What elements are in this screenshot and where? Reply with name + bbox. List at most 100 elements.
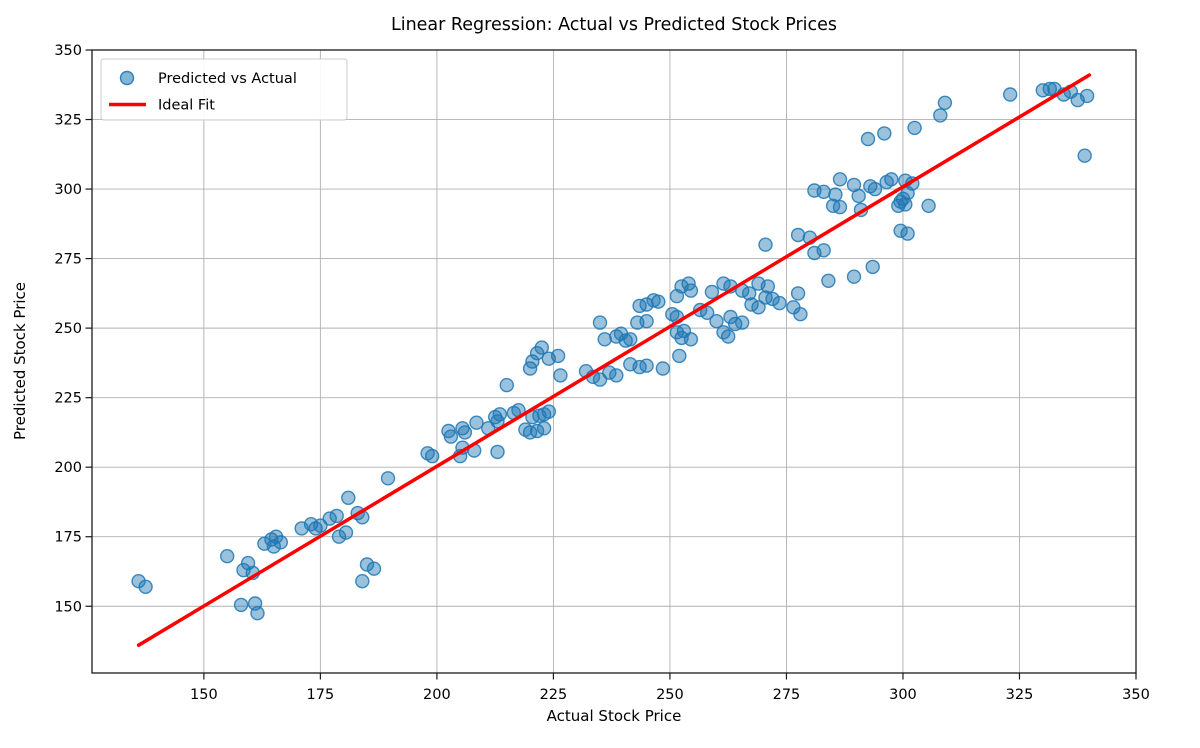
scatter-point: [541, 404, 556, 419]
scatter-point: [758, 237, 773, 252]
scatter-point: [469, 415, 484, 430]
x-tick-label: 150: [190, 687, 218, 703]
scatter-point: [443, 429, 459, 444]
scatter-point: [329, 508, 344, 524]
scatter-point: [816, 243, 831, 258]
x-axis-label: Actual Stock Price: [547, 707, 682, 725]
scatter-point: [683, 332, 699, 347]
scatter-point: [846, 269, 862, 284]
scatter-point: [860, 131, 876, 147]
y-tick-label: 250: [54, 321, 82, 337]
scatter-point: [867, 181, 883, 197]
scatter-point: [832, 199, 848, 215]
scatter-point: [651, 294, 666, 309]
scatter-point: [250, 606, 265, 621]
scatter-point: [900, 226, 915, 241]
scatter-point: [380, 471, 396, 486]
ideal-fit-line-layer: [136, 73, 1092, 647]
y-tick-label: 300: [54, 182, 82, 198]
scatter-point: [355, 574, 370, 589]
scatter-point: [525, 354, 540, 369]
legend: Predicted vs Actual Ideal Fit: [100, 58, 348, 121]
scatter-point: [1003, 87, 1018, 102]
plot-border: [91, 49, 1137, 674]
scatter-point: [219, 549, 235, 564]
scatter-point: [597, 332, 612, 347]
scatter-point: [793, 307, 808, 322]
y-tick-label: 200: [54, 460, 82, 476]
scatter-point: [669, 288, 685, 304]
scatter-point: [723, 309, 738, 325]
scatter-point: [816, 184, 831, 200]
scatter-point: [1077, 148, 1092, 163]
scatter-point: [455, 421, 470, 436]
scatter-point: [772, 295, 787, 311]
x-tick-label: 325: [1006, 687, 1034, 703]
scatter-point: [683, 283, 699, 298]
scatter-point: [937, 95, 953, 111]
scatter-point: [639, 358, 654, 373]
x-tick-label: 275: [773, 687, 801, 703]
tick-layer: 150 175 200 225 250 275 300 325 350 150 175 200 225 2…: [54, 43, 1150, 703]
scatter-point: [492, 407, 507, 422]
scatter-point: [672, 348, 687, 364]
y-tick-label: 150: [54, 599, 82, 615]
x-tick-label: 200: [423, 687, 451, 703]
scatter-point: [553, 368, 568, 383]
x-tick-label: 175: [307, 687, 335, 703]
ideal-fit-line: [136, 73, 1092, 647]
scatter-point: [273, 535, 288, 550]
y-tick-label: 225: [54, 391, 82, 407]
scatter-point: [331, 529, 347, 544]
scatter-point: [700, 305, 715, 320]
scatter-point: [457, 425, 473, 440]
scatter-point: [359, 557, 375, 572]
scatter-point: [765, 291, 780, 307]
legend-label-ideal-fit: Ideal Fit: [158, 98, 215, 114]
scatter-points-layer: [131, 81, 1095, 621]
legend-scatter-marker-icon: [119, 70, 135, 86]
scatter-point: [592, 315, 608, 330]
scatter-point: [898, 197, 913, 212]
x-tick-label: 350: [1122, 687, 1150, 703]
scatter-point: [790, 286, 806, 301]
scatter-point: [341, 490, 356, 505]
scatter-point: [742, 286, 757, 301]
legend-box: [100, 58, 348, 121]
scatter-point: [233, 597, 249, 613]
chart-title: Linear Regression: Actual vs Predicted S…: [391, 15, 837, 35]
x-tick-label: 250: [656, 687, 684, 703]
scatter-point: [536, 421, 552, 436]
y-axis-label: Predicted Stock Price: [11, 282, 29, 440]
scatter-point: [425, 448, 440, 464]
scatter-point: [735, 315, 750, 330]
scatter-point: [1079, 88, 1095, 104]
scatter-point: [366, 561, 382, 576]
scatter-point: [1042, 81, 1058, 97]
scatter-point: [865, 259, 880, 275]
scatter-point: [790, 227, 806, 243]
scatter-point: [534, 340, 549, 355]
scatter-point: [907, 120, 922, 136]
scatter-point: [490, 444, 505, 460]
legend-label-predicted: Predicted vs Actual: [158, 71, 297, 87]
scatter-point: [760, 279, 775, 294]
scatter-point: [828, 187, 843, 202]
y-tick-label: 275: [54, 252, 82, 268]
scatter-point: [655, 361, 671, 376]
scatter-point: [623, 332, 638, 347]
x-tick-label: 300: [889, 687, 917, 703]
scatter-point: [921, 198, 936, 214]
y-tick-label: 175: [54, 530, 82, 546]
scatter-point: [877, 126, 892, 141]
scatter-point: [138, 579, 153, 594]
scatter-point: [499, 377, 514, 393]
scatter-point: [884, 172, 899, 187]
scatter-point: [851, 188, 866, 204]
y-tick-label: 350: [54, 43, 82, 59]
scatter-point: [933, 108, 948, 123]
scatter-point: [704, 284, 720, 300]
x-tick-label: 225: [540, 687, 568, 703]
